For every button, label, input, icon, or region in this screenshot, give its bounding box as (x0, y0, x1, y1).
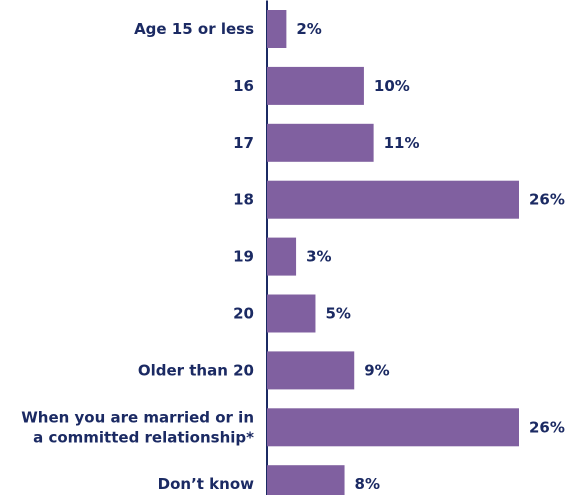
category-label-line: Older than 20 (138, 361, 254, 379)
bar (267, 237, 297, 276)
bar (267, 123, 374, 162)
category-label: 16 (233, 77, 254, 95)
value-label: 3% (306, 248, 331, 266)
category-labels-group: Age 15 or less 16 17 18 19 20 Older than 20 Whe… (21, 20, 254, 493)
category-label-line: a committed relationship* (33, 428, 254, 446)
category-label-line: 17 (233, 134, 254, 152)
category-label-line: 18 (233, 191, 254, 209)
category-label: 20 (233, 305, 254, 323)
bar (267, 408, 519, 447)
category-label-line: Don’t know (158, 475, 254, 493)
value-label: 26% (529, 418, 565, 436)
value-label: 2% (296, 20, 321, 38)
category-label: When you are married or in a committed re… (21, 408, 254, 446)
category-label: Older than 20 (138, 361, 254, 379)
category-label: Don’t know (158, 475, 254, 493)
category-label-line: When you are married or in (21, 408, 254, 426)
bar (267, 351, 355, 390)
value-label: 26% (529, 191, 565, 209)
category-label: Age 15 or less (134, 20, 254, 38)
value-label: 5% (325, 305, 350, 323)
value-label: 11% (384, 134, 420, 152)
bar (267, 465, 345, 495)
category-label: 18 (233, 191, 254, 209)
bar (267, 10, 287, 48)
bar (267, 66, 364, 105)
category-label: 17 (233, 134, 254, 152)
bar (267, 294, 316, 333)
value-labels-group: 2% 10% 11% 26% 3% 5% 9% 26% 8% (296, 20, 565, 493)
category-label-line: Age 15 or less (134, 20, 254, 38)
category-label-line: 16 (233, 77, 254, 95)
category-label: 19 (233, 248, 254, 266)
value-label: 9% (364, 361, 389, 379)
value-label: 10% (374, 77, 410, 95)
category-label-line: 19 (233, 248, 254, 266)
value-label: 8% (355, 475, 380, 493)
bar (267, 180, 519, 219)
category-label-line: 20 (233, 305, 254, 323)
bars-group (267, 10, 519, 495)
